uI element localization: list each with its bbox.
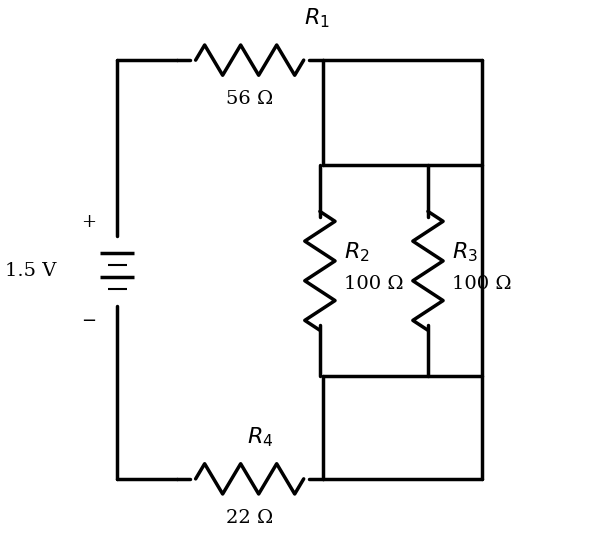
Text: 1.5 V: 1.5 V xyxy=(5,262,57,280)
Text: +: + xyxy=(81,213,96,231)
Text: $R_3$: $R_3$ xyxy=(453,240,478,263)
Text: 100 Ω: 100 Ω xyxy=(453,275,512,293)
Text: $-$: $-$ xyxy=(81,311,96,328)
Text: $R_1$: $R_1$ xyxy=(304,7,330,30)
Text: $R_2$: $R_2$ xyxy=(344,240,370,263)
Text: 56 Ω: 56 Ω xyxy=(226,90,273,108)
Text: 22 Ω: 22 Ω xyxy=(226,509,273,526)
Text: 100 Ω: 100 Ω xyxy=(344,275,404,293)
Text: $R_4$: $R_4$ xyxy=(247,426,274,449)
